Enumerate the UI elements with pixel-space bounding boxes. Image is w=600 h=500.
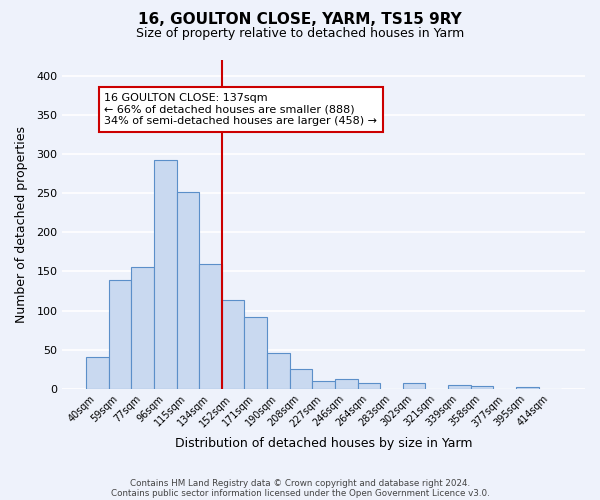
Y-axis label: Number of detached properties: Number of detached properties [15,126,28,323]
Text: Contains public sector information licensed under the Open Government Licence v3: Contains public sector information licen… [110,488,490,498]
Bar [471,386,493,389]
Bar [335,378,358,389]
Bar [516,387,539,389]
Text: Contains HM Land Registry data © Crown copyright and database right 2024.: Contains HM Land Registry data © Crown c… [130,478,470,488]
Bar [109,280,131,389]
Bar [244,317,267,389]
Bar [403,382,425,389]
Text: Size of property relative to detached houses in Yarm: Size of property relative to detached ho… [136,28,464,40]
Bar [448,385,471,389]
Text: 16, GOULTON CLOSE, YARM, TS15 9RY: 16, GOULTON CLOSE, YARM, TS15 9RY [138,12,462,28]
Bar [267,353,290,389]
Text: 16 GOULTON CLOSE: 137sqm
← 66% of detached houses are smaller (888)
34% of semi-: 16 GOULTON CLOSE: 137sqm ← 66% of detach… [104,93,377,126]
Bar [222,300,244,389]
Bar [154,160,176,389]
Bar [176,192,199,389]
Bar [86,358,109,389]
Bar [131,268,154,389]
Bar [313,381,335,389]
X-axis label: Distribution of detached houses by size in Yarm: Distribution of detached houses by size … [175,437,472,450]
Bar [199,264,222,389]
Bar [290,369,313,389]
Bar [358,382,380,389]
